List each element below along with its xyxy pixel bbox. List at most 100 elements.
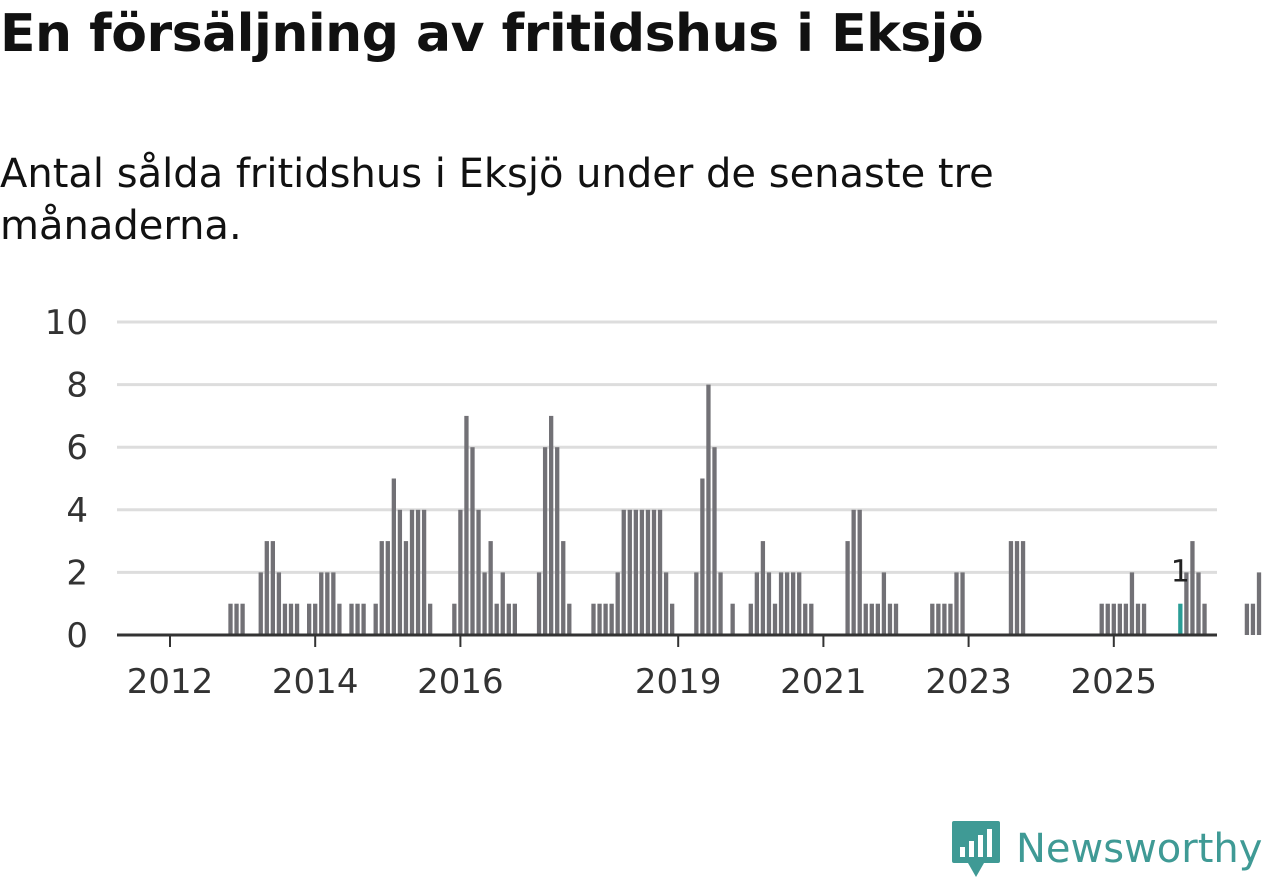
bar	[597, 603, 602, 635]
bar	[470, 447, 475, 635]
bar	[482, 572, 487, 635]
y-tick-label: 2	[66, 553, 88, 593]
bar	[561, 541, 566, 635]
x-tick-label: 2023	[925, 662, 1012, 702]
bar	[1111, 603, 1116, 635]
bar	[464, 415, 469, 635]
bar	[627, 509, 632, 635]
bar	[1105, 603, 1110, 635]
bar	[670, 603, 675, 635]
bar	[542, 447, 548, 635]
bar	[1014, 541, 1020, 635]
bar	[355, 603, 360, 635]
bar	[270, 541, 275, 635]
bar	[851, 509, 856, 635]
bar	[1141, 603, 1147, 635]
y-tick-label: 8	[66, 366, 88, 406]
chart-subtitle: Antal sålda fritidshus i Eksjö under de …	[0, 151, 994, 249]
bar	[240, 603, 245, 635]
x-tick-label: 2019	[635, 662, 722, 702]
bar	[694, 572, 699, 635]
axis-layer: 0 2 4 6 8 10 2012 2014 2016 2019 2021 2023 2025 1	[45, 303, 1217, 702]
x-tick-label: 2014	[272, 662, 359, 702]
bar	[1184, 572, 1189, 635]
bar	[730, 603, 735, 635]
x-tick-label: 2025	[1071, 662, 1158, 702]
bar	[778, 572, 784, 635]
bar	[282, 603, 288, 635]
bar	[718, 572, 723, 635]
bar	[748, 603, 753, 635]
bar	[549, 415, 554, 635]
bar	[349, 603, 354, 635]
bar	[452, 603, 457, 635]
x-tick-label: 2016	[417, 662, 504, 702]
bar	[488, 541, 493, 635]
bar	[609, 603, 614, 635]
highlight-bar	[1178, 603, 1183, 635]
newsworthy-logo-icon	[952, 821, 1000, 877]
bar	[930, 603, 935, 635]
bar	[1196, 572, 1201, 635]
bar	[361, 603, 366, 635]
bar	[409, 509, 415, 635]
bar	[1202, 603, 1207, 635]
newsworthy-logo: Newsworthy	[950, 818, 1262, 880]
bar	[772, 603, 778, 635]
bar	[258, 572, 263, 635]
bar	[373, 603, 378, 635]
bar	[936, 603, 941, 635]
bar	[857, 509, 862, 635]
bar	[657, 509, 663, 635]
bar	[893, 603, 899, 635]
grid-layer	[117, 320, 1217, 574]
bar	[403, 541, 409, 635]
bar	[948, 603, 953, 635]
bar	[809, 603, 814, 635]
bar	[706, 384, 711, 635]
bar	[1020, 541, 1026, 635]
bar	[536, 572, 542, 635]
bar	[494, 603, 499, 635]
bar	[651, 509, 657, 635]
bar	[960, 572, 965, 635]
bar	[615, 572, 620, 635]
bar	[1117, 603, 1122, 635]
highlight-data-label: 1	[1171, 555, 1190, 590]
bar	[228, 603, 233, 635]
bar	[506, 603, 511, 635]
bar	[512, 603, 517, 635]
bar	[555, 447, 560, 635]
bar	[869, 603, 874, 635]
bar	[942, 603, 947, 635]
bar	[288, 603, 294, 635]
bar	[754, 572, 759, 635]
bar	[319, 572, 324, 635]
bar	[797, 572, 802, 635]
bar	[337, 603, 342, 635]
bar	[1244, 603, 1250, 635]
x-tick-label: 2012	[127, 662, 214, 702]
bar	[700, 478, 705, 635]
bar	[294, 603, 300, 635]
chart-title: En försäljning av fritidshus i Eksjö	[0, 4, 984, 64]
bar	[397, 509, 403, 635]
bar	[881, 572, 887, 635]
bar	[385, 541, 390, 635]
bar	[591, 603, 596, 635]
bar	[325, 572, 330, 635]
bar	[307, 603, 312, 635]
bar	[1190, 541, 1195, 635]
bar	[415, 509, 421, 635]
bar	[1135, 603, 1141, 635]
bar	[633, 509, 638, 635]
bar	[458, 509, 463, 635]
y-tick-label: 6	[66, 428, 88, 468]
bar	[1256, 572, 1262, 635]
bar	[1123, 603, 1129, 635]
bar	[331, 572, 336, 635]
bar	[863, 603, 868, 635]
brand-name: Newsworthy	[1016, 826, 1262, 872]
y-tick-label: 4	[66, 491, 88, 531]
bar	[276, 572, 282, 635]
